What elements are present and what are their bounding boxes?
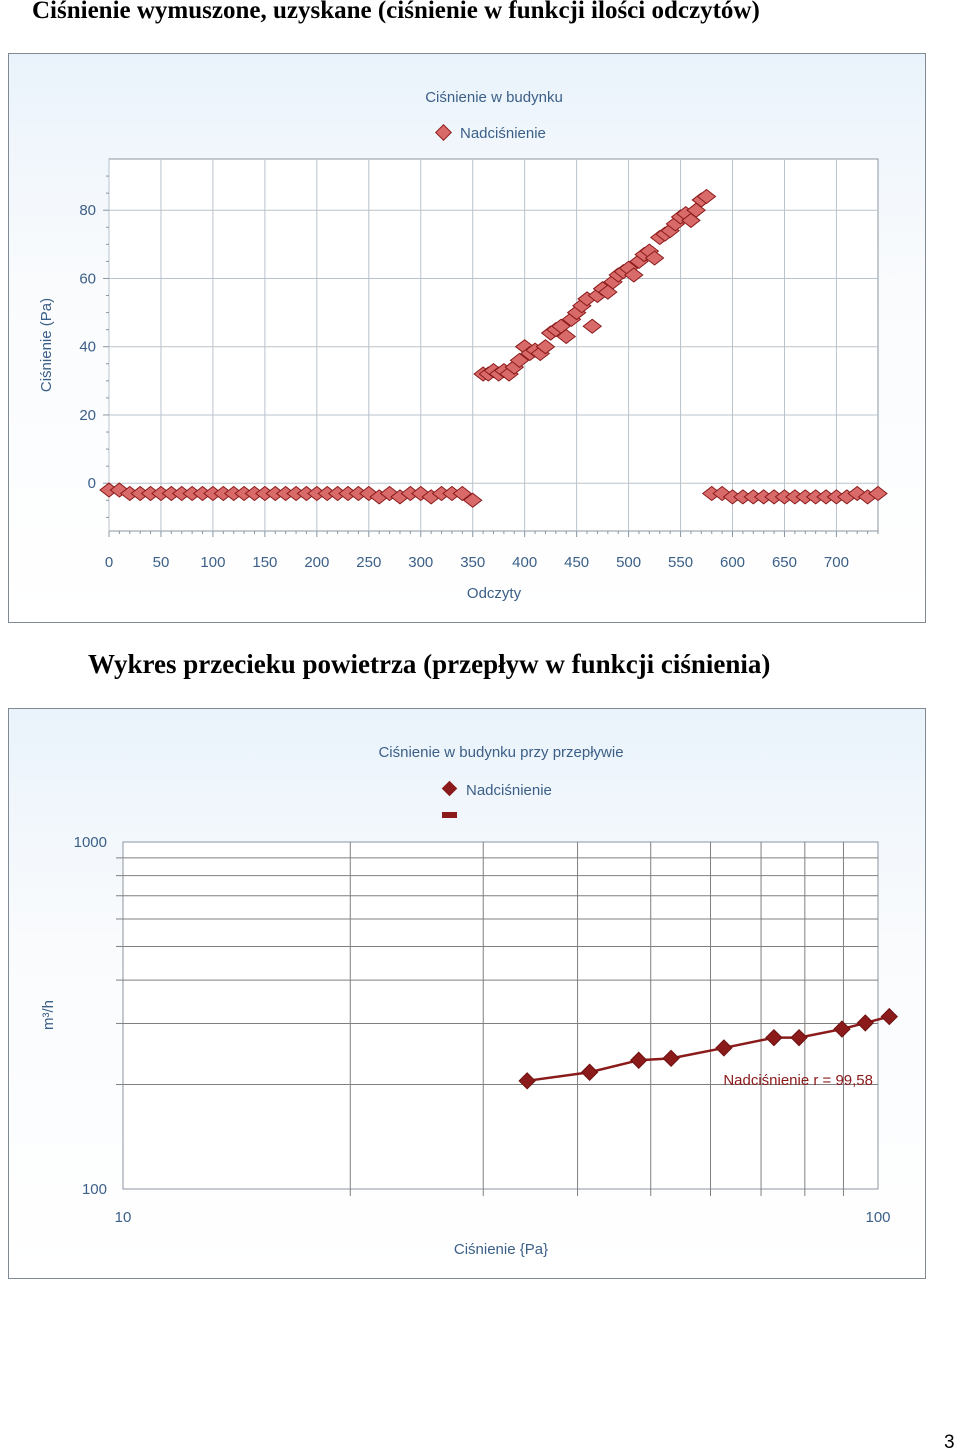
- data-point: [868, 485, 888, 502]
- data-point: [580, 1063, 599, 1081]
- chart-panel-pressure-readings: 0 50 100 150 200 250 300 350 400 450 500 550 600 650 7…: [8, 53, 926, 623]
- data-point: [696, 188, 717, 205]
- data-point: [623, 267, 644, 283]
- data-point: [880, 1007, 898, 1026]
- x-tick-label: 150: [252, 554, 277, 571]
- chart-title: Ciśnienie w budynku przy przepływie: [378, 744, 623, 761]
- legend-label: Nadciśnienie: [466, 782, 552, 799]
- x-tick-label: 0: [105, 554, 113, 571]
- x-axis-label: Odczyty: [467, 585, 522, 602]
- data-point: [535, 339, 556, 355]
- data-point: [518, 1072, 536, 1090]
- data-point: [556, 328, 577, 345]
- x-tick-label: 300: [408, 554, 433, 571]
- x-tick-label: 350: [460, 554, 485, 571]
- data-point: [715, 1039, 733, 1057]
- x-tick-label: 550: [668, 554, 693, 571]
- y-axis-label: m³/h: [40, 1000, 57, 1030]
- legend-line-icon: [442, 812, 457, 818]
- y-tick-label: 40: [79, 339, 96, 356]
- heading-bottom: Wykres przecieku powietrza (przepływ w f…: [88, 649, 771, 679]
- y-tick-label: 100: [82, 1181, 107, 1198]
- chart-svg-readings: 0 50 100 150 200 250 300 350 400 450 500 550 600 650 7…: [38, 89, 888, 602]
- data-point: [462, 492, 483, 508]
- y-tick-label: 80: [79, 202, 96, 219]
- x-tick-label: 400: [512, 554, 537, 571]
- x-tick-label: 200: [304, 554, 329, 571]
- data-point: [582, 318, 603, 334]
- data-point: [662, 1049, 680, 1068]
- x-tick-label: 500: [616, 554, 641, 571]
- y-axis-label: Ciśnienie (Pa): [38, 298, 55, 392]
- data-point: [452, 485, 473, 502]
- data-point: [644, 250, 665, 266]
- heading-top: Ciśnienie wymuszone, uzyskane (ciśnienie…: [32, 0, 760, 24]
- page-number: 3: [944, 1432, 955, 1453]
- x-tick-label: 50: [153, 554, 170, 571]
- legend-marker-icon: [435, 124, 452, 141]
- x-tick-label: 650: [772, 554, 797, 571]
- x-tick-label: 250: [356, 554, 381, 571]
- x-tick-label: 600: [720, 554, 745, 571]
- chart-title: Ciśnienie w budynku: [425, 89, 563, 106]
- data-point: [765, 1028, 783, 1047]
- x-tick-label: 100: [865, 1209, 890, 1226]
- data-point: [504, 359, 525, 375]
- x-tick-label: 700: [824, 554, 849, 571]
- chart-panel-air-leakage: 10 100 100 1000 Ciśnienie w budynku przy prz…: [8, 708, 926, 1279]
- data-point: [790, 1028, 808, 1047]
- x-tick-label: 100: [200, 554, 225, 571]
- series-line: [526, 1015, 890, 1083]
- y-tick-label: 20: [79, 407, 96, 424]
- x-axis-label: Ciśnienie {Pa}: [454, 1241, 548, 1258]
- data-point: [833, 1020, 851, 1038]
- legend-label: Nadciśnienie: [460, 125, 546, 142]
- data-point: [629, 1051, 648, 1069]
- data-point: [509, 352, 530, 368]
- y-tick-label: 1000: [74, 834, 107, 851]
- data-point: [856, 1014, 875, 1032]
- regression-annotation: Nadciśnienie r = 99,58: [723, 1072, 873, 1089]
- y-tick-label: 60: [79, 270, 96, 287]
- plot-area: [108, 158, 879, 532]
- x-tick-label: 450: [564, 554, 589, 571]
- plot-area: [122, 841, 879, 1190]
- x-tick-label: 10: [115, 1209, 132, 1226]
- chart-svg-leakage: 10 100 100 1000 Ciśnienie w budynku przy prz…: [40, 744, 898, 1258]
- y-tick-label: 0: [88, 475, 96, 492]
- legend-marker-icon: [441, 780, 458, 797]
